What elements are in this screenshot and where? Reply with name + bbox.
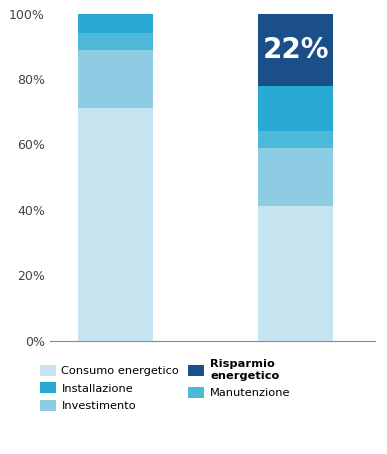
Bar xyxy=(259,207,334,340)
Bar xyxy=(78,109,153,340)
Bar xyxy=(259,131,334,148)
Bar xyxy=(78,33,153,49)
Bar xyxy=(259,14,334,85)
Bar xyxy=(78,49,153,109)
Text: 22%: 22% xyxy=(263,35,329,64)
Bar xyxy=(78,14,153,33)
Bar xyxy=(259,85,334,131)
Bar xyxy=(259,148,334,207)
Legend: Consumo energetico, Installazione, Investimento, Risparmio
energetico, Manutenzi: Consumo energetico, Installazione, Inves… xyxy=(40,359,291,411)
